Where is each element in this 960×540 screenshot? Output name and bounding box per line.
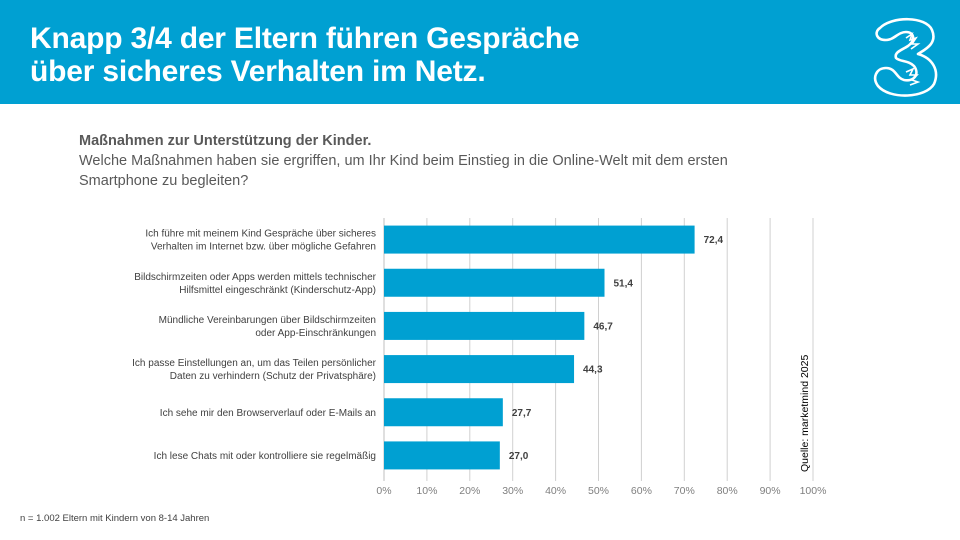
page-title-line-2: über sicheres Verhalten im Netz.	[30, 55, 486, 88]
category-label: Ich sehe mir den Browserverlauf oder E-M…	[160, 408, 376, 419]
data-label: 51,4	[614, 278, 634, 289]
data-label: 27,7	[512, 408, 532, 419]
bar	[384, 225, 695, 254]
x-tick-label: 70%	[674, 485, 695, 497]
x-tick-label: 50%	[588, 485, 609, 497]
data-labels: 72,4 51,4 46,7 44,3 27,7 27,0	[509, 235, 724, 462]
three-logo-icon	[873, 17, 938, 97]
category-label: Ich passe Einstellungen an, um das Teile…	[132, 358, 377, 382]
x-tick-label: 60%	[631, 485, 652, 497]
category-label-line: Ich sehe mir den Browserverlauf oder E-M…	[160, 408, 376, 419]
category-label-line: Verhalten im Internet bzw. über mögliche…	[151, 242, 376, 253]
bars	[384, 225, 695, 470]
header-banner: Knapp 3/4 der Eltern führen Gespräche üb…	[0, 0, 960, 104]
bar	[384, 268, 605, 297]
bar	[384, 398, 503, 427]
gridlines	[383, 218, 814, 481]
data-label: 46,7	[593, 321, 613, 332]
category-label-line: Mündliche Vereinbarungen über Bildschirm…	[159, 315, 376, 326]
x-tick-label: 20%	[459, 485, 480, 497]
data-label: 72,4	[704, 235, 724, 246]
category-label-line: Bildschirmzeiten oder Apps werden mittel…	[134, 272, 376, 283]
category-label: Ich lese Chats mit oder kontrolliere sie…	[154, 451, 376, 462]
x-axis-tick-labels: 0% 10% 20% 30% 40% 50% 60% 70% 80% 90% 100%	[376, 485, 826, 497]
x-tick-label: 40%	[545, 485, 566, 497]
subtitle-question-line-1: Welche Maßnahmen haben sie ergriffen, um…	[79, 153, 728, 169]
bar	[384, 355, 575, 384]
category-label-line: Ich führe mit meinem Kind Gespräche über…	[145, 229, 376, 240]
bar	[384, 311, 585, 340]
category-label-line: Ich lese Chats mit oder kontrolliere sie…	[154, 451, 376, 462]
x-tick-label: 30%	[502, 485, 523, 497]
category-label-line: Hilfsmittel eingeschränkt (Kinderschutz-…	[179, 285, 376, 296]
page-title-line-1: Knapp 3/4 der Eltern führen Gespräche	[30, 22, 580, 55]
data-label: 44,3	[583, 365, 603, 376]
chart-subtitle: Maßnahmen zur Unterstützung der Kinder. …	[79, 131, 819, 191]
category-label-line: Ich passe Einstellungen an, um das Teile…	[132, 358, 377, 369]
category-label: Ich führe mit meinem Kind Gespräche über…	[145, 229, 376, 253]
source-label: Quelle: marketmind 2025	[799, 355, 811, 472]
category-label-line: Daten zu verhindern (Schutz der Privatsp…	[170, 371, 376, 382]
category-label: Mündliche Vereinbarungen über Bildschirm…	[159, 315, 376, 339]
data-label: 27,0	[509, 451, 529, 462]
x-tick-label: 10%	[416, 485, 437, 497]
x-tick-label: 100%	[800, 485, 827, 497]
category-label: Bildschirmzeiten oder Apps werden mittel…	[134, 272, 376, 296]
category-labels: Ich führe mit meinem Kind Gespräche über…	[132, 229, 377, 462]
bar	[384, 441, 500, 470]
x-tick-label: 90%	[760, 485, 781, 497]
subtitle-question-line-2: Smartphone zu begleiten?	[79, 173, 249, 189]
x-tick-label: 80%	[717, 485, 738, 497]
page-title: Knapp 3/4 der Eltern führen Gespräche üb…	[30, 22, 580, 88]
sample-size-footnote: n = 1.002 Eltern mit Kindern von 8-14 Ja…	[20, 513, 210, 524]
category-label-line: oder App-Einschränkungen	[255, 328, 376, 339]
subtitle-heading: Maßnahmen zur Unterstützung der Kinder.	[79, 133, 372, 149]
x-tick-label: 0%	[376, 485, 391, 497]
